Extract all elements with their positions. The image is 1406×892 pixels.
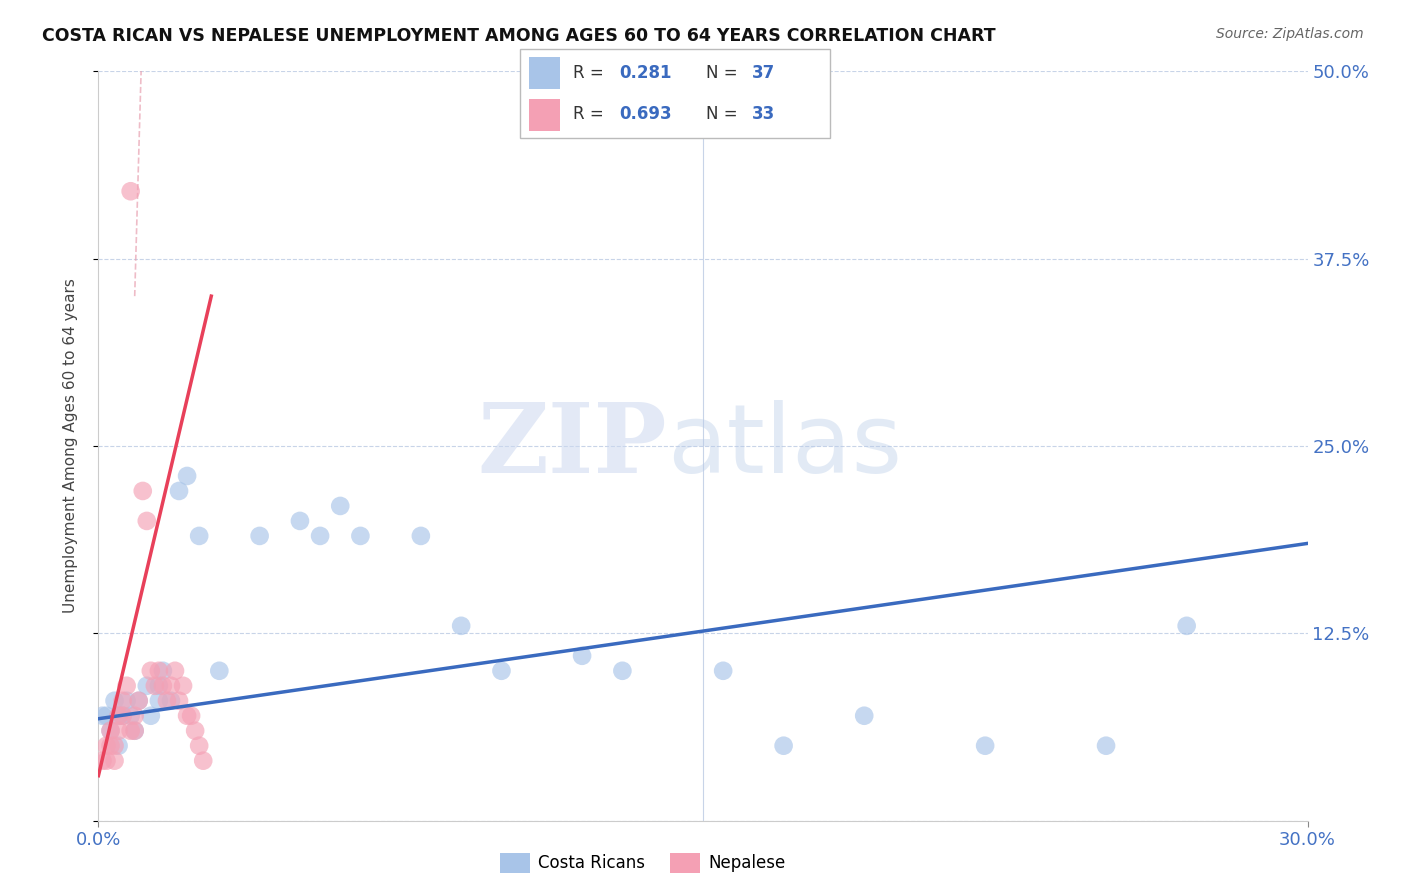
Point (167, 694, 190, 708)
Point (96, 754, 118, 768)
Text: 37: 37 (752, 64, 776, 82)
Point (103, 739, 125, 753)
Point (143, 679, 166, 693)
Point (571, 648, 593, 663)
Point (100, 723, 122, 738)
Point (176, 708, 198, 723)
Point (100, 723, 122, 738)
Point (115, 679, 138, 693)
Point (128, 694, 150, 708)
Point (148, 694, 170, 708)
Point (450, 619, 472, 633)
Point (100, 739, 122, 753)
Point (124, 723, 146, 738)
Point (1095, 739, 1118, 753)
FancyBboxPatch shape (520, 49, 830, 138)
Point (1175, 619, 1198, 633)
Point (111, 694, 134, 708)
Point (128, 694, 150, 708)
Text: Source: ZipAtlas.com: Source: ZipAtlas.com (1216, 27, 1364, 41)
Point (135, 514, 157, 528)
Point (409, 529, 432, 543)
FancyBboxPatch shape (530, 99, 561, 131)
Point (180, 708, 202, 723)
Point (135, 679, 157, 693)
Legend: Costa Ricans, Nepalese: Costa Ricans, Nepalese (494, 847, 792, 880)
Point (184, 723, 207, 738)
Text: 0.693: 0.693 (619, 105, 672, 123)
Point (91, 754, 114, 768)
Point (148, 679, 170, 693)
Y-axis label: Unemployment Among Ages 60 to 64 years: Unemployment Among Ages 60 to 64 years (63, 278, 77, 614)
Point (152, 664, 174, 678)
Point (107, 723, 129, 738)
Point (120, 723, 142, 738)
Point (152, 679, 174, 693)
Point (96, 739, 118, 753)
Point (309, 529, 332, 543)
Point (107, 739, 129, 753)
Point (107, 708, 129, 723)
Point (139, 708, 162, 723)
Text: COSTA RICAN VS NEPALESE UNEMPLOYMENT AMONG AGES 60 TO 64 YEARS CORRELATION CHART: COSTA RICAN VS NEPALESE UNEMPLOYMENT AMO… (42, 27, 995, 45)
Point (288, 514, 311, 528)
Point (349, 529, 371, 543)
Point (124, 708, 146, 723)
Text: N =: N = (706, 105, 742, 123)
Point (208, 664, 231, 678)
Point (163, 664, 186, 678)
Point (148, 664, 170, 678)
Point (711, 664, 734, 678)
Text: 0.281: 0.281 (619, 64, 672, 82)
Point (176, 469, 198, 483)
Text: R =: R = (572, 64, 609, 82)
FancyBboxPatch shape (530, 57, 561, 89)
Point (120, 708, 142, 723)
Point (103, 694, 125, 708)
Point (103, 754, 125, 768)
Point (172, 679, 194, 693)
Point (115, 694, 138, 708)
Point (167, 483, 190, 498)
Point (853, 708, 876, 723)
Point (120, 184, 142, 198)
Point (188, 529, 211, 543)
Point (612, 664, 634, 678)
Point (188, 739, 211, 753)
Point (107, 708, 129, 723)
Point (132, 483, 155, 498)
Point (329, 499, 352, 513)
Point (96, 708, 118, 723)
Point (491, 664, 513, 678)
Point (111, 708, 134, 723)
Text: ZIP: ZIP (477, 399, 666, 493)
Point (974, 739, 997, 753)
Text: R =: R = (572, 105, 609, 123)
Text: 33: 33 (752, 105, 776, 123)
Point (111, 708, 134, 723)
Point (249, 529, 271, 543)
Point (772, 739, 794, 753)
Point (91, 708, 114, 723)
Point (160, 694, 183, 708)
Text: N =: N = (706, 64, 742, 82)
Point (156, 694, 179, 708)
Text: atlas: atlas (666, 400, 901, 492)
Point (160, 679, 183, 693)
Point (139, 664, 162, 678)
Point (193, 754, 215, 768)
Point (124, 723, 146, 738)
